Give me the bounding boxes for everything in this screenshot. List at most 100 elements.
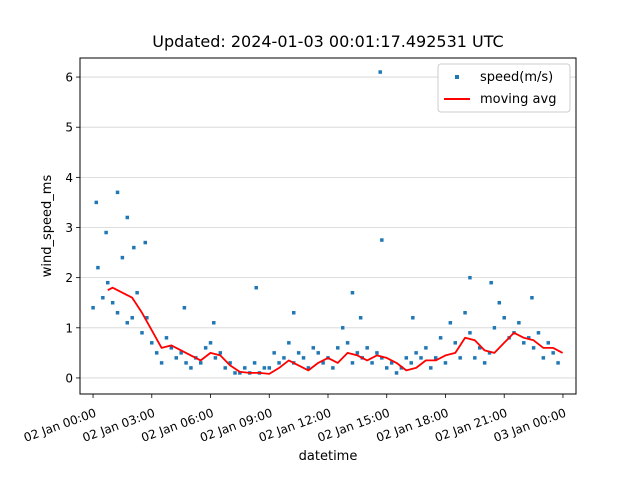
- speed-point: [242, 365, 248, 371]
- speed-point: [340, 325, 345, 331]
- y-tick-label: 0: [65, 371, 73, 385]
- legend-box: [437, 63, 571, 113]
- speed-point: [301, 355, 306, 361]
- speed-point: [139, 330, 145, 336]
- speed-point: [188, 365, 194, 371]
- speed-point: [379, 237, 385, 243]
- y-axis: 0 1 2 3 4 5 6: [65, 71, 80, 385]
- speed-point: [550, 350, 556, 356]
- speed-point: [105, 280, 110, 285]
- speed-point: [457, 355, 463, 361]
- speed-point: [448, 320, 453, 326]
- speed-point: [443, 360, 448, 366]
- speed-point: [115, 310, 120, 316]
- speed-point: [330, 365, 336, 371]
- legend-scatter-marker: [455, 75, 459, 79]
- speed-point: [394, 370, 399, 376]
- speed-point: [296, 350, 301, 356]
- speed-point: [90, 305, 96, 310]
- speed-point: [100, 295, 106, 300]
- speed-point: [345, 340, 350, 346]
- moving-avg-series: [107, 286, 564, 375]
- y-tick-label: 2: [65, 271, 73, 285]
- y-tick-label: 4: [65, 171, 73, 185]
- scatter-series: [90, 69, 561, 376]
- speed-point: [182, 305, 187, 310]
- speed-point: [267, 365, 272, 371]
- speed-point: [418, 355, 424, 361]
- chart-title: Updated: 2024-01-03 00:01:17.492531 UTC: [152, 32, 504, 51]
- speed-point: [103, 230, 109, 235]
- speed-point: [453, 340, 458, 346]
- speed-point: [364, 345, 370, 351]
- speed-point: [203, 345, 208, 351]
- speed-point: [281, 355, 287, 361]
- speed-point: [482, 360, 487, 366]
- speed-point: [438, 335, 443, 341]
- speed-point: [516, 320, 522, 326]
- speed-point: [213, 355, 218, 361]
- speed-point: [208, 340, 213, 346]
- speed-point: [404, 355, 409, 361]
- legend-moving-avg-label: moving avg: [480, 92, 556, 107]
- legend: speed(m/s) moving avg: [437, 63, 571, 113]
- speed-point: [472, 355, 478, 361]
- speed-point: [286, 340, 292, 346]
- moving-avg-line: [107, 286, 564, 375]
- speed-point: [428, 365, 434, 371]
- speed-point: [521, 340, 527, 346]
- speed-point: [134, 290, 140, 295]
- speed-point: [149, 340, 155, 346]
- speed-point: [546, 340, 551, 346]
- speed-point: [536, 330, 541, 336]
- speed-point: [131, 245, 137, 250]
- speed-point: [183, 360, 189, 366]
- speed-point: [467, 275, 473, 280]
- speed-point: [276, 360, 282, 366]
- speed-point: [164, 335, 169, 341]
- speed-point: [413, 350, 419, 356]
- speed-point: [497, 300, 502, 305]
- y-axis-label: wind_speed_ms: [40, 175, 55, 278]
- speed-point: [377, 69, 383, 75]
- speed-point: [253, 285, 259, 290]
- speed-point: [154, 350, 159, 356]
- speed-point: [488, 280, 494, 285]
- speed-point: [125, 320, 130, 326]
- speed-point: [252, 360, 257, 366]
- speed-point: [541, 355, 546, 361]
- speed-point: [110, 300, 115, 305]
- y-tick-label: 3: [65, 221, 73, 235]
- speed-point: [271, 350, 277, 356]
- speed-point: [143, 240, 148, 245]
- speed-point: [115, 190, 120, 195]
- y-tick-label: 6: [65, 71, 73, 85]
- speed-point: [410, 315, 416, 321]
- speed-point: [350, 360, 355, 366]
- speed-point: [315, 350, 321, 356]
- speed-point: [369, 360, 375, 366]
- speed-point: [335, 345, 341, 351]
- speed-point: [211, 320, 217, 326]
- speed-point: [467, 330, 473, 336]
- speed-point: [222, 365, 228, 371]
- speed-point: [120, 255, 125, 260]
- speed-point: [531, 345, 536, 351]
- y-tick-label: 5: [65, 121, 73, 135]
- speed-point: [501, 315, 507, 321]
- speed-point: [159, 360, 164, 366]
- speed-point: [384, 365, 389, 371]
- speed-point: [94, 200, 99, 205]
- speed-point: [198, 360, 203, 366]
- speed-point: [529, 295, 535, 300]
- speed-point: [462, 310, 468, 316]
- speed-point: [232, 370, 238, 376]
- speed-point: [95, 265, 101, 270]
- speed-point: [423, 345, 429, 351]
- x-axis-label: datetime: [299, 449, 358, 464]
- speed-point: [350, 290, 355, 295]
- speed-point: [555, 360, 561, 366]
